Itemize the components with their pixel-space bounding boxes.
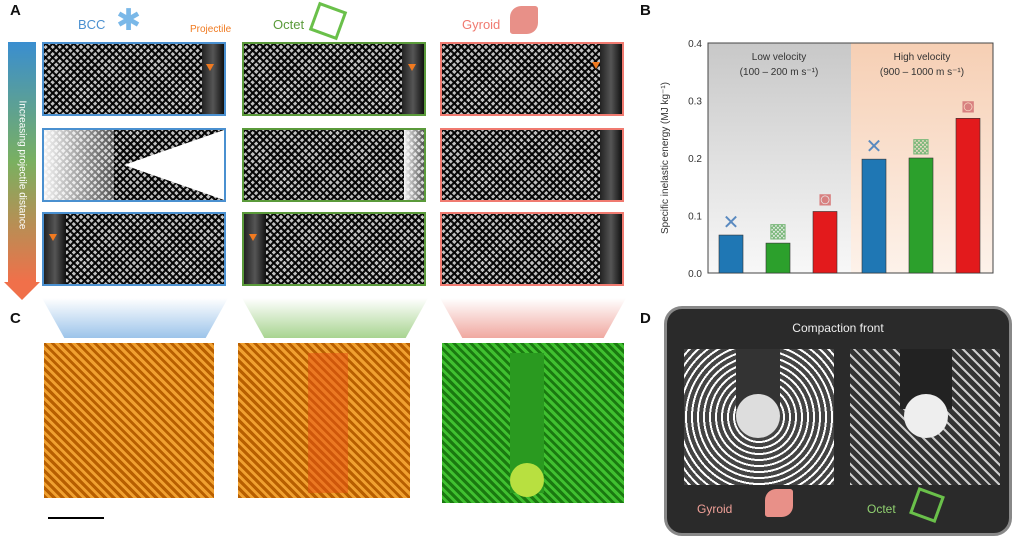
y-axis-label: Specific inelastic energy (MJ kg⁻¹) <box>660 82 671 234</box>
y-tick-label: 0.1 <box>688 212 702 223</box>
bcc-marker-icon: ✕ <box>723 212 740 234</box>
octet-frame-2 <box>242 128 426 202</box>
octet-d-icon <box>909 487 945 523</box>
octet-funnel <box>242 298 428 338</box>
bar-bcc-high <box>861 158 887 274</box>
bcc-frame-3 <box>42 212 226 286</box>
gyroid-frame-2 <box>440 128 624 202</box>
gyroid-label: Gyroid <box>462 17 501 32</box>
energy-bar-chart: 0.0 0.1 0.2 0.3 0.4 ✕ ▩ ◙ ✕ ▩ ◙ Low velocity (100… <box>660 39 994 280</box>
gyroid-frame-3 <box>440 212 624 286</box>
plot-frame <box>707 42 994 274</box>
low-velocity-range: (100 – 200 m s⁻¹) <box>740 67 819 78</box>
panel-label-c: C <box>10 310 21 327</box>
octet-marker-icon: ▩ <box>912 135 931 157</box>
bar-octet-low <box>765 242 791 274</box>
y-tick-label: 0.4 <box>688 39 702 50</box>
octet-frame-3 <box>242 212 426 286</box>
y-tick-label: 0.0 <box>688 269 702 280</box>
scale-bar <box>48 517 104 519</box>
gyroid-frame-1 <box>440 42 624 116</box>
bcc-label: BCC <box>78 17 106 32</box>
octet-lattice-render <box>238 343 410 498</box>
high-velocity-label: High velocity <box>894 52 951 63</box>
y-tick-label: 0.2 <box>688 154 702 165</box>
bar-gyroid-low <box>812 211 838 274</box>
bcc-frame-2 <box>42 128 226 202</box>
compaction-front-panel: Compaction front Gyroid Octet <box>664 306 1012 536</box>
gyroid-d-label: Gyroid <box>697 502 733 516</box>
octet-ct-image <box>850 349 1000 485</box>
octet-d-label: Octet <box>867 502 896 516</box>
octet-frame-1 <box>242 42 426 116</box>
y-tick-label: 0.3 <box>688 97 702 108</box>
increasing-distance-label: Increasing projectile distance <box>16 100 28 230</box>
panel-label-b: B <box>640 2 651 19</box>
gyroid-funnel <box>440 298 626 338</box>
bcc-funnel <box>42 298 228 338</box>
gyroid-unit-cell-icon <box>510 6 538 34</box>
bar-gyroid-high <box>955 118 981 274</box>
arrow-head-icon <box>4 282 40 300</box>
high-velocity-range: (900 – 1000 m s⁻¹) <box>880 67 964 78</box>
panel-label-d: D <box>640 310 651 327</box>
projectile-label: Projectile <box>190 24 232 35</box>
octet-label: Octet <box>273 17 305 32</box>
bar-octet-high <box>908 157 934 274</box>
gyroid-marker-icon: ◙ <box>962 95 974 117</box>
gyroid-lattice-render <box>442 343 624 503</box>
octet-marker-icon: ▩ <box>769 220 788 242</box>
increasing-distance-arrow <box>8 42 36 282</box>
bcc-frame-1 <box>42 42 226 116</box>
panel-label-a: A <box>10 2 21 19</box>
gyroid-d-icon <box>765 489 793 517</box>
bcc-unit-cell-icon: ✱ <box>116 4 142 37</box>
bcc-marker-icon: ✕ <box>866 136 883 158</box>
octet-unit-cell-icon <box>308 1 348 41</box>
bar-bcc-low <box>718 234 744 274</box>
compaction-front-title: Compaction front <box>792 321 884 335</box>
bcc-lattice-render <box>44 343 214 498</box>
low-velocity-label: Low velocity <box>752 52 806 63</box>
gyroid-ct-image <box>684 349 834 485</box>
gyroid-marker-icon: ◙ <box>819 188 831 210</box>
